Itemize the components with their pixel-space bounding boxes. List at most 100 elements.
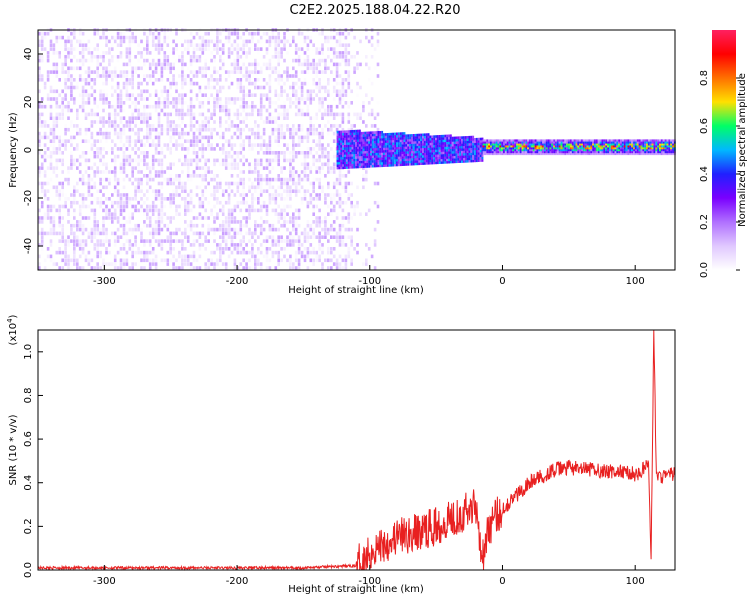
heat-cell (280, 247, 283, 251)
heat-cell (297, 250, 301, 255)
heat-cell (341, 120, 345, 124)
heat-cell (236, 181, 240, 186)
heat-cell (342, 161, 345, 165)
heat-cell (464, 143, 467, 146)
heat-cell (294, 231, 298, 236)
heat-cell (332, 89, 336, 94)
heat-cell (297, 235, 301, 239)
heat-cell (368, 148, 371, 151)
heat-cell (111, 43, 114, 47)
heat-cell (151, 212, 155, 216)
heat-cell (407, 143, 410, 147)
heat-cell (429, 149, 432, 153)
heat-cell (242, 66, 245, 71)
heat-cell (345, 135, 348, 138)
heat-cell (148, 216, 152, 220)
heat-cell (414, 148, 417, 151)
heat-cell (224, 104, 228, 109)
heat-cell (335, 55, 339, 59)
heat-cell (392, 154, 395, 157)
heat-cell (294, 227, 298, 232)
heat-cell (262, 31, 266, 36)
heat-cell (186, 193, 190, 197)
heat-cell (345, 132, 348, 136)
heat-cell (213, 227, 216, 232)
heat-cell (157, 216, 161, 220)
heat-cell (297, 47, 301, 51)
heat-cell (251, 31, 254, 36)
heat-cell (216, 262, 219, 266)
heat-cell (327, 108, 330, 113)
heat-cell (236, 151, 240, 155)
heat-cell (486, 151, 489, 154)
heat-cell (519, 145, 522, 148)
heat-cell (514, 147, 517, 150)
heat-cell (312, 47, 315, 51)
heat-cell (257, 112, 260, 117)
heat-cell (81, 247, 85, 251)
heat-cell (172, 101, 175, 105)
heat-cell (367, 208, 371, 213)
heat-cell (265, 120, 269, 124)
heat-cell (49, 104, 53, 109)
heat-cell (111, 200, 114, 205)
heat-cell (195, 74, 199, 78)
heat-cell (64, 139, 67, 143)
heat-cell (207, 101, 210, 105)
heat-cell (52, 166, 56, 170)
heat-cell (327, 127, 330, 132)
heat-cell (274, 239, 278, 243)
heat-cell (181, 197, 184, 201)
heat-cell (470, 152, 473, 156)
heat-cell (468, 138, 471, 141)
heat-cell (375, 155, 378, 158)
heat-cell (371, 133, 374, 137)
heat-cell (96, 112, 99, 117)
heat-cell (227, 208, 231, 213)
heat-cell (448, 146, 450, 150)
heat-cell (198, 266, 202, 270)
heat-cell (122, 108, 126, 113)
heat-cell (230, 120, 234, 124)
heat-cell (175, 177, 178, 182)
heat-cell (423, 155, 426, 158)
heat-cell (137, 158, 140, 163)
heat-cell (221, 231, 225, 236)
heat-cell (113, 181, 117, 186)
heat-cell (474, 142, 476, 146)
heat-cell (318, 104, 321, 109)
heat-cell (358, 158, 361, 161)
heat-cell (181, 135, 184, 140)
heat-cell (510, 141, 513, 144)
heat-cell (289, 74, 292, 78)
heat-cell (108, 116, 111, 120)
heat-cell (61, 66, 64, 71)
heat-cell (148, 31, 152, 36)
heat-cell (368, 131, 371, 135)
heat-cell (306, 223, 310, 228)
heat-cell (151, 70, 155, 74)
heat-cell (38, 78, 41, 82)
heat-cell (289, 127, 292, 132)
heat-cell (512, 149, 515, 152)
heat-cell (67, 55, 70, 59)
heat-cell (477, 159, 480, 162)
heat-cell (418, 145, 421, 149)
heat-cell (315, 78, 318, 82)
heat-cell (221, 262, 225, 266)
heat-cell (148, 93, 152, 97)
heat-cell (64, 81, 67, 86)
heat-cell (435, 154, 437, 157)
heat-cell (192, 116, 196, 120)
heat-cell (198, 216, 202, 220)
heat-cell (289, 262, 292, 266)
heat-cell (140, 189, 143, 193)
heat-cell (236, 154, 240, 159)
heat-cell (251, 70, 254, 74)
heat-cell (143, 208, 146, 213)
heat-cell (351, 161, 354, 164)
heat-cell (259, 181, 263, 186)
heat-cell (390, 164, 393, 167)
heat-cell (368, 145, 371, 149)
heat-cell (245, 116, 248, 120)
